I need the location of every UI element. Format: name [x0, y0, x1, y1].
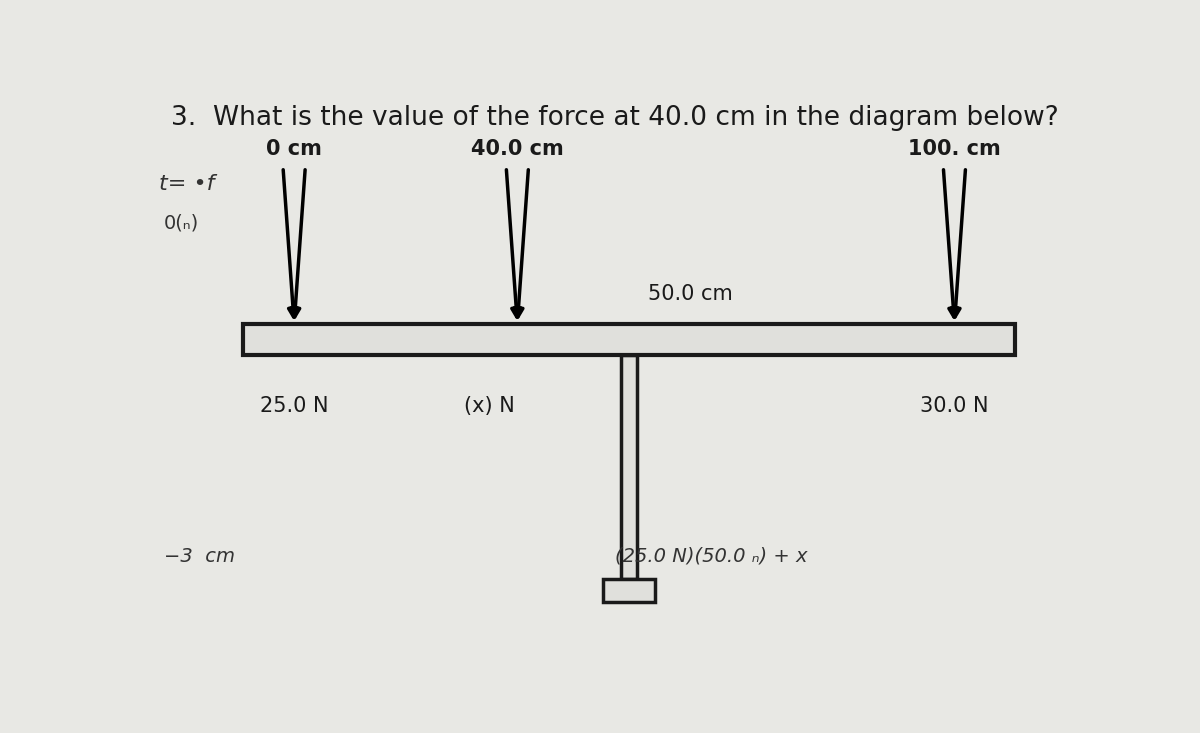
Text: 50.0 cm: 50.0 cm	[648, 284, 732, 304]
Text: (x) N: (x) N	[464, 396, 515, 416]
Text: 25.0 N: 25.0 N	[260, 396, 329, 416]
Bar	[604, 579, 654, 602]
Text: −3  cm: −3 cm	[164, 547, 235, 566]
Text: 3.  What is the value of the force at 40.0 cm in the diagram below?: 3. What is the value of the force at 40.…	[172, 105, 1058, 131]
Text: 40.0 cm: 40.0 cm	[470, 139, 564, 158]
Text: 100. cm: 100. cm	[908, 139, 1001, 158]
Text: 30.0 N: 30.0 N	[920, 396, 989, 416]
Bar	[620, 355, 637, 579]
Text: 0(ₙ): 0(ₙ)	[164, 214, 199, 233]
Text: 0 cm: 0 cm	[266, 139, 322, 158]
Text: t= •f: t= •f	[160, 174, 215, 194]
Text: (25.0 N)(50.0 ₙ) + x: (25.0 N)(50.0 ₙ) + x	[616, 547, 808, 566]
Bar	[242, 323, 1015, 355]
